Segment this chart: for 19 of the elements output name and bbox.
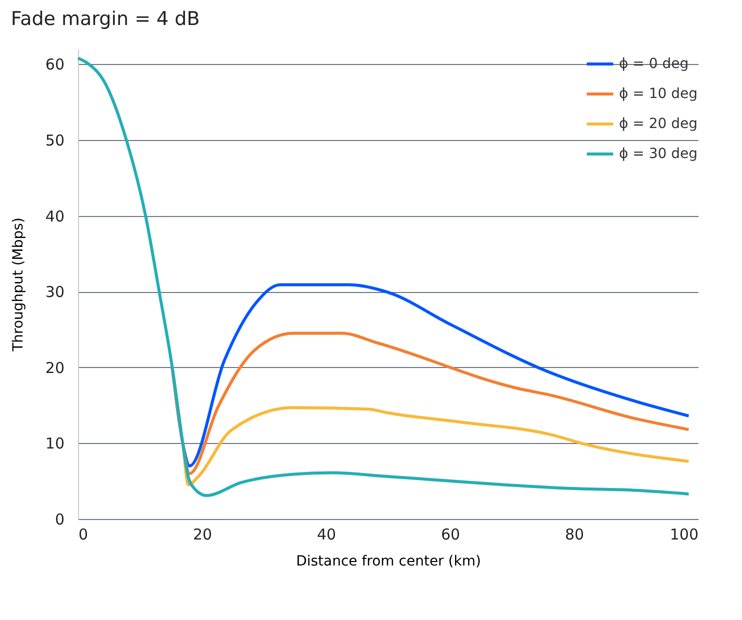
x-tick-label: 0 [78, 526, 88, 544]
y-tick-label: 60 [45, 56, 64, 74]
legend-label: ϕ = 10 deg [619, 86, 698, 102]
x-tick-label: 100 [670, 526, 698, 544]
x-tick-label: 80 [564, 526, 584, 544]
y-tick-label: 0 [54, 510, 64, 528]
y-tick-label: 50 [45, 131, 64, 150]
y-tick-label: 40 [45, 207, 64, 226]
chart-title: Fade margin = 4 dB [10, 8, 200, 30]
legend-label: ϕ = 30 deg [619, 146, 698, 162]
y-tick-label: 30 [45, 283, 64, 302]
y-tick-label: 20 [45, 358, 64, 377]
x-tick-label: 20 [192, 526, 212, 544]
x-tick-label: 60 [440, 526, 460, 544]
y-tick-label: 10 [45, 434, 64, 453]
legend-label: ϕ = 20 deg [619, 116, 698, 132]
y-axis-title: Throughput (Mbps) [10, 218, 26, 352]
x-tick-label: 40 [316, 526, 336, 544]
x-axis-title: Distance from center (km) [296, 554, 481, 570]
